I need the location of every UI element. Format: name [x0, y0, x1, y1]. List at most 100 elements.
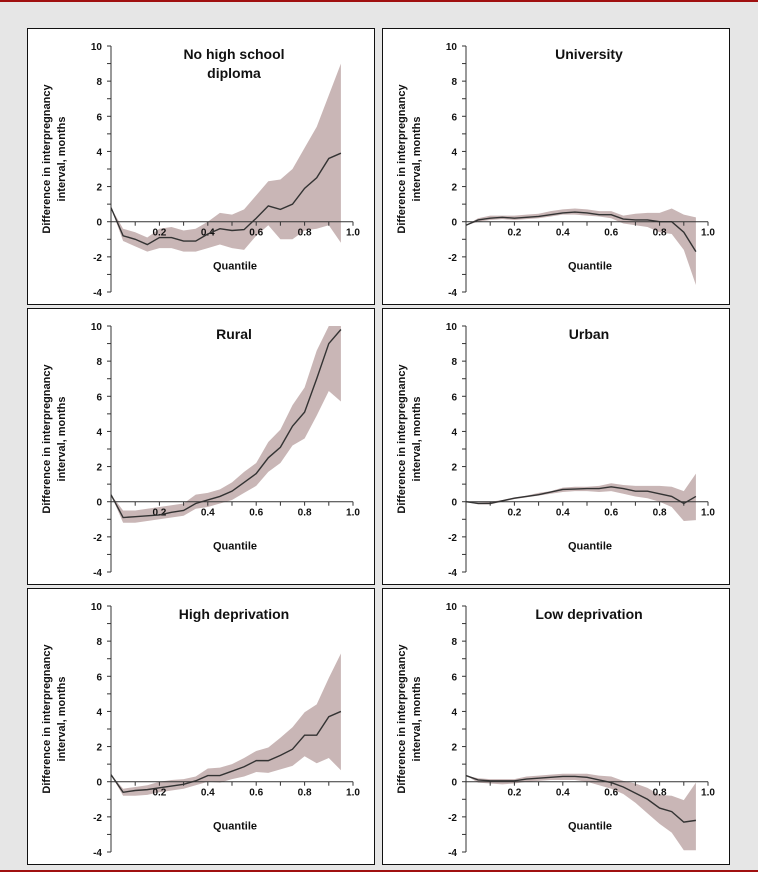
- x-tick-label: 0.2: [152, 508, 166, 519]
- chart-rural: 10 8 6 4 2 0 -2 -4 0.2 0.4 0.6 0.8 1.0 Rural Quantile D…: [41, 322, 360, 579]
- x-tick-label: 0.6: [249, 788, 263, 799]
- x-tick-label: 0.6: [604, 508, 618, 519]
- y-tick-label: 2: [451, 743, 457, 754]
- y-tick-label: -2: [93, 813, 102, 824]
- x-tick-label: 0.4: [556, 508, 570, 519]
- top-rule: [0, 0, 758, 2]
- x-tick-label: 0.4: [201, 508, 215, 519]
- y-tick-label: 8: [96, 637, 102, 648]
- x-tick-label: 1.0: [346, 228, 360, 239]
- y-axis-label: interval, months: [56, 117, 68, 202]
- y-axis-label: interval, months: [411, 117, 423, 202]
- x-tick-label: 1.0: [701, 228, 715, 239]
- y-axis-label: Difference in interpregnancy: [41, 364, 53, 514]
- x-tick-label: 0.8: [298, 788, 312, 799]
- y-tick-label: 10: [91, 322, 103, 333]
- y-tick-label: -4: [93, 848, 102, 859]
- chart-title: High deprivation: [179, 606, 289, 622]
- y-tick-label: 4: [451, 707, 457, 718]
- y-axis-label: Difference in interpregnancy: [41, 644, 53, 794]
- panel-high-deprivation: 10 8 6 4 2 0 -2 -4 0.2 0.4 0.6 0.8 1.0 High deprivati…: [27, 588, 375, 865]
- y-tick-label: 0: [96, 218, 102, 229]
- y-tick-label: 8: [451, 77, 457, 88]
- y-tick-label: 8: [96, 77, 102, 88]
- panel-university: 10 8 6 4 2 0 -2 -4 0.2 0.4 0.6 0.8 1.0 University Quan…: [382, 28, 730, 305]
- confidence-band: [111, 63, 341, 252]
- x-axis-label: Quantile: [568, 541, 612, 553]
- y-axis-label: Difference in interpregnancy: [396, 84, 408, 234]
- y-tick-label: 10: [446, 322, 458, 333]
- x-tick-label: 0.8: [298, 228, 312, 239]
- panel-rural: 10 8 6 4 2 0 -2 -4 0.2 0.4 0.6 0.8 1.0 Rural Quantile D…: [27, 308, 375, 585]
- x-tick-label: 1.0: [701, 788, 715, 799]
- panel-no-high-school: 10 8 6 4 2 0 -2 -4 0.2 0.4 0.6 0.8 1.0 No high school…: [27, 28, 375, 305]
- chart-title: Low deprivation: [535, 606, 642, 622]
- y-tick-label: -4: [448, 848, 457, 859]
- y-tick-label: 10: [91, 602, 103, 613]
- chart-urban: 10 8 6 4 2 0 -2 -4 0.2 0.4 0.6 0.8 1.0 Urban Quantile D…: [396, 322, 715, 579]
- y-tick-label: -2: [448, 813, 457, 824]
- chart-title: diploma: [207, 65, 261, 81]
- y-tick-label: 0: [96, 498, 102, 509]
- x-tick-label: 0.4: [201, 788, 215, 799]
- y-axis-label: interval, months: [56, 677, 68, 762]
- x-tick-label: 0.2: [507, 508, 521, 519]
- estimate-line: [465, 486, 697, 505]
- estimate-line: [110, 329, 342, 519]
- y-tick-label: 0: [451, 498, 457, 509]
- x-tick-label: 0.6: [604, 228, 618, 239]
- y-tick-label: -4: [93, 288, 102, 299]
- chart-title: Urban: [569, 326, 609, 342]
- y-tick-label: -4: [93, 568, 102, 579]
- y-tick-label: 4: [451, 147, 457, 158]
- y-tick-label: 8: [96, 357, 102, 368]
- x-axis-label: Quantile: [568, 821, 612, 833]
- x-axis-label: Quantile: [213, 261, 257, 273]
- confidence-band: [466, 773, 696, 851]
- x-tick-label: 0.8: [298, 508, 312, 519]
- confidence-band: [466, 208, 696, 285]
- x-tick-label: 0.2: [507, 228, 521, 239]
- x-tick-label: 0.6: [604, 788, 618, 799]
- x-axis-label: Quantile: [568, 261, 612, 273]
- y-tick-label: 2: [96, 183, 102, 194]
- chart-title: No high school: [183, 46, 284, 62]
- y-axis-label: interval, months: [411, 677, 423, 762]
- y-tick-label: 6: [96, 112, 102, 123]
- y-tick-label: 4: [96, 707, 102, 718]
- x-axis-label: Quantile: [213, 541, 257, 553]
- y-axis-label: interval, months: [411, 397, 423, 482]
- y-tick-label: 4: [451, 427, 457, 438]
- estimate-line: [465, 211, 697, 252]
- x-tick-label: 0.4: [556, 228, 570, 239]
- y-axis-label: Difference in interpregnancy: [396, 364, 408, 514]
- y-tick-label: -4: [448, 568, 457, 579]
- y-tick-label: 10: [446, 42, 458, 53]
- x-tick-label: 1.0: [346, 788, 360, 799]
- confidence-band: [466, 473, 696, 522]
- y-tick-label: 6: [451, 672, 457, 683]
- panel-urban: 10 8 6 4 2 0 -2 -4 0.2 0.4 0.6 0.8 1.0 Urban Quantile D…: [382, 308, 730, 585]
- x-tick-label: 0.4: [556, 788, 570, 799]
- x-axis-label: Quantile: [213, 821, 257, 833]
- estimate-line: [465, 774, 697, 823]
- x-tick-label: 0.8: [653, 788, 667, 799]
- x-tick-label: 1.0: [346, 508, 360, 519]
- x-tick-label: 0.8: [653, 508, 667, 519]
- chart-low-deprivation: 10 8 6 4 2 0 -2 -4 0.2 0.4 0.6 0.8 1.0 Low deprivatio…: [396, 602, 715, 859]
- y-tick-label: 6: [96, 672, 102, 683]
- x-tick-label: 1.0: [701, 508, 715, 519]
- y-tick-label: 4: [96, 427, 102, 438]
- y-tick-label: 10: [446, 602, 458, 613]
- y-tick-label: 0: [451, 778, 457, 789]
- y-tick-label: 6: [451, 392, 457, 403]
- y-tick-label: 4: [96, 147, 102, 158]
- bottom-rule: [0, 870, 758, 872]
- x-tick-label: 0.6: [249, 508, 263, 519]
- x-tick-label: 0.8: [653, 228, 667, 239]
- y-tick-label: 2: [451, 183, 457, 194]
- y-tick-label: 0: [96, 778, 102, 789]
- y-axis-label: interval, months: [56, 397, 68, 482]
- y-tick-label: 8: [451, 357, 457, 368]
